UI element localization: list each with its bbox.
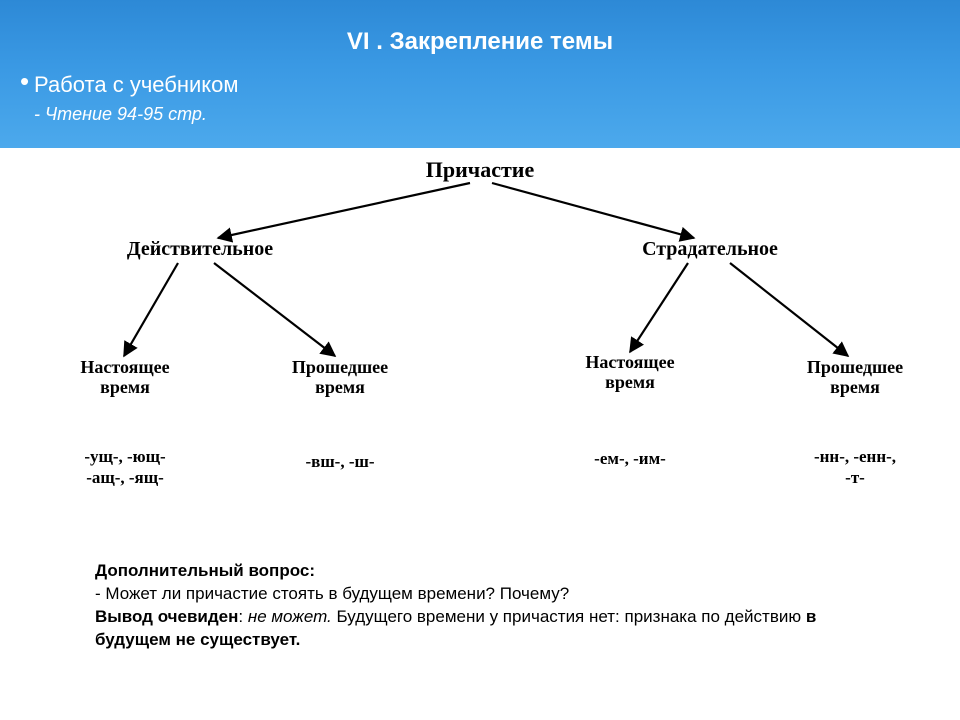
header-band: VI . Закрепление темы Работа с учебником… [0, 0, 960, 148]
leaf-line1: -нн-, -енн-, [814, 447, 896, 466]
header-subline: - Чтение 94-95 стр. [34, 104, 207, 125]
tree-edge [730, 263, 848, 356]
tree-edge [492, 183, 694, 238]
footer-block: Дополнительный вопрос: - Может ли причас… [95, 560, 885, 652]
footer-question: - Может ли причастие стоять в будущем вр… [95, 583, 885, 606]
leaf-suffixes-1: -ущ-, -ющ- -ащ-, -ящ- [45, 446, 205, 489]
leaf-suffixes-2: -вш-, -ш- [260, 451, 420, 472]
leaf-suffixes-3: -ем-, -им- [545, 448, 715, 469]
leaf-line1: -ущ-, -ющ- [84, 447, 165, 466]
node-passive: Страдательное [600, 238, 820, 260]
node-active-present: Настоящее время [45, 358, 205, 398]
node-label-line1: Настоящее [80, 357, 169, 377]
node-active-past: Прошедшее время [260, 358, 420, 398]
footer-answer: Вывод очевиден: не может. Будущего време… [95, 606, 885, 652]
slide-title: VI . Закрепление темы [0, 28, 960, 56]
tree-edge [124, 263, 178, 356]
node-label-line1: Настоящее [585, 352, 674, 372]
node-passive-present: Настоящее время [545, 353, 715, 393]
answer-tail-plain: Будущего времени у причастия нет: призна… [332, 607, 806, 626]
tree-edge [218, 183, 470, 238]
node-passive-past: Прошедшее время [770, 358, 940, 398]
node-root: Причастие [395, 158, 565, 182]
answer-italic: не может. [248, 607, 332, 626]
tree-diagram: Причастие Действительное Страдательное Н… [0, 148, 960, 518]
node-label-line2: время [100, 377, 150, 397]
node-label-line1: Прошедшее [807, 357, 903, 377]
tree-edge [630, 263, 688, 352]
node-active: Действительное [100, 238, 300, 260]
answer-colon: : [238, 607, 247, 626]
leaf-line2: -ащ-, -ящ- [86, 468, 164, 487]
answer-prefix: Вывод очевиден [95, 607, 238, 626]
footer-heading: Дополнительный вопрос: [95, 560, 885, 583]
leaf-line2: -т- [845, 468, 865, 487]
slide-root: VI . Закрепление темы Работа с учебником… [0, 0, 960, 720]
node-label-line2: время [315, 377, 365, 397]
leaf-suffixes-4: -нн-, -енн-, -т- [770, 446, 940, 489]
node-label-line2: время [605, 372, 655, 392]
node-label-line1: Прошедшее [292, 357, 388, 377]
node-label-line2: время [830, 377, 880, 397]
leaf-line1: -вш-, -ш- [305, 452, 374, 471]
tree-edge [214, 263, 335, 356]
leaf-line1: -ем-, -им- [594, 449, 666, 468]
header-bullet: Работа с учебником [34, 72, 239, 98]
